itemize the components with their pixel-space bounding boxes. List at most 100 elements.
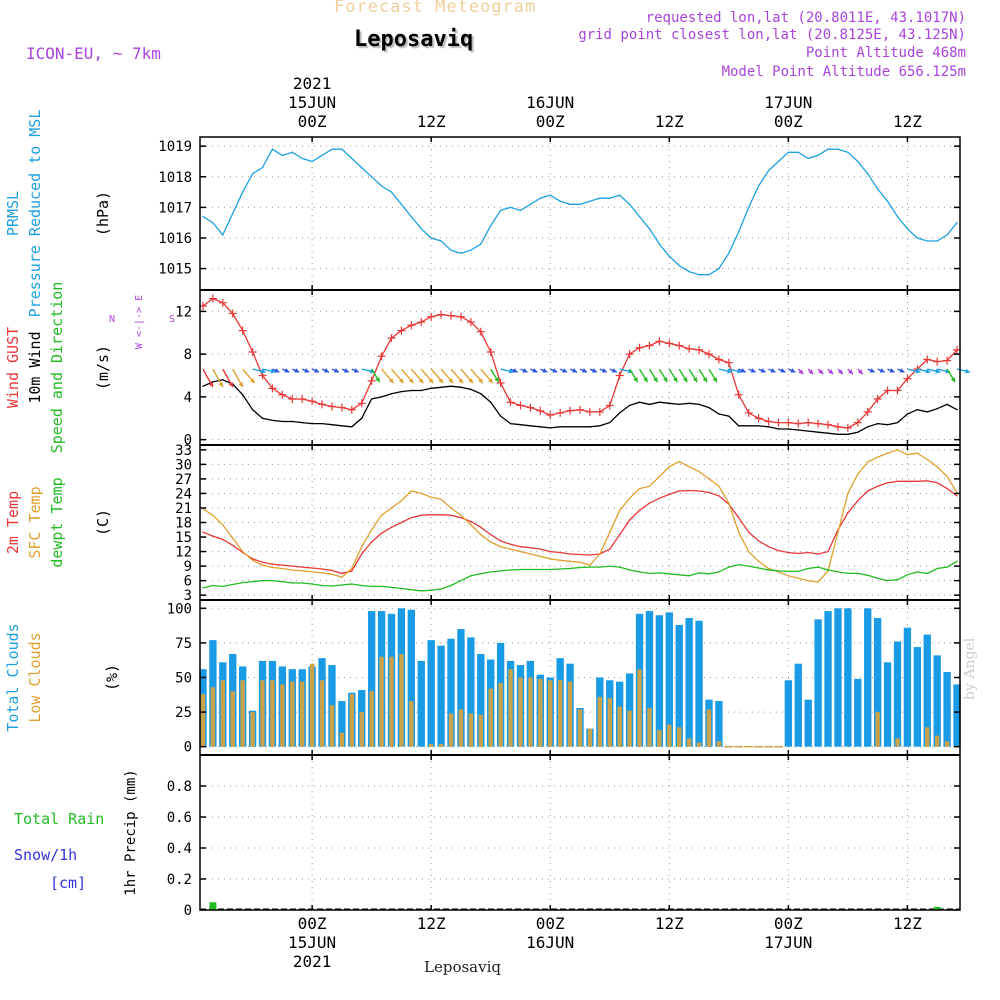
data-point: [470, 524, 472, 526]
data-point: [678, 460, 680, 463]
wind-compass: W <-|-> E N S: [109, 295, 175, 349]
time-label-top: 12Z: [893, 112, 922, 131]
gust-marker: [833, 422, 842, 431]
point-altitude: Point Altitude 468m: [805, 45, 966, 61]
data-point: [747, 425, 750, 427]
data-point: [569, 560, 571, 562]
y-tick-label: 12: [175, 545, 192, 561]
gust-marker: [367, 376, 376, 385]
data-point: [480, 526, 482, 529]
data-point: [747, 206, 750, 209]
wind-arrowhead: [750, 368, 756, 373]
data-point: [281, 420, 284, 423]
low-cloud-bar: [647, 707, 652, 747]
data-point: [658, 572, 661, 574]
data-point: [876, 422, 879, 425]
data-point: [281, 564, 284, 566]
data-point: [361, 166, 363, 169]
gust-marker: [417, 318, 426, 327]
data-point: [589, 554, 591, 556]
y-axis-label: 1hr Precip (mm): [123, 769, 139, 895]
data-point: [648, 502, 651, 504]
gust-marker: [893, 386, 902, 395]
wind-arrowhead: [925, 368, 931, 374]
total-cloud-bar: [467, 637, 475, 747]
wind-arrowhead: [682, 377, 688, 383]
wind-arrowhead: [428, 378, 434, 384]
wind-arrowhead: [889, 368, 895, 373]
data-point: [430, 496, 432, 499]
low-cloud-bar: [210, 687, 216, 747]
data-point: [648, 572, 651, 575]
data-point: [886, 579, 889, 582]
series-label: PRMSL: [4, 191, 22, 236]
wind-arrowhead: [611, 368, 617, 373]
wind-arrowhead: [672, 377, 678, 383]
gust-marker: [655, 337, 664, 346]
data-point: [708, 491, 710, 494]
wind-arrowhead: [304, 368, 310, 373]
data-point: [351, 157, 353, 160]
data-point: [648, 485, 651, 487]
data-point: [757, 185, 760, 187]
data-point: [688, 466, 690, 468]
wind-arrowhead: [324, 368, 330, 373]
wind-arrowhead: [572, 368, 578, 373]
data-point: [916, 452, 919, 454]
low-cloud-bar: [637, 669, 642, 747]
data-point: [222, 585, 224, 588]
y-tick-label: 25: [175, 705, 192, 721]
low-cloud-bar: [458, 709, 464, 747]
gust-marker: [437, 310, 446, 319]
data-point: [450, 514, 452, 516]
data-point: [212, 535, 214, 537]
low-cloud-bar: [309, 663, 315, 747]
data-point: [886, 423, 889, 426]
total-cloud-bar: [794, 663, 802, 747]
time-label-top: 00Z: [774, 112, 803, 131]
low-cloud-bar: [518, 677, 523, 747]
data-point: [281, 154, 284, 157]
data-point: [519, 209, 522, 212]
compass-row: W <-|-> E: [134, 295, 145, 349]
low-cloud-bar: [925, 727, 930, 747]
data-point: [628, 519, 631, 521]
y-tick-label: 50: [175, 671, 192, 687]
total-cloud-bar: [834, 608, 842, 747]
data-point: [787, 575, 790, 577]
data-point: [410, 215, 413, 218]
data-point: [589, 200, 591, 202]
data-point: [728, 502, 730, 504]
data-point: [787, 551, 790, 554]
data-point: [857, 572, 859, 575]
gust-marker: [377, 352, 386, 361]
data-point: [499, 546, 502, 548]
wind-arrowhead: [552, 368, 558, 373]
time-label-bottom: 12Z: [655, 914, 684, 933]
low-cloud-bar: [290, 681, 295, 747]
data-point: [370, 176, 373, 178]
series-pressure: [202, 148, 958, 276]
data-point: [410, 516, 413, 519]
data-point: [668, 573, 670, 575]
gust-marker: [318, 400, 327, 409]
data-point: [847, 151, 849, 153]
wind-arrowhead: [712, 377, 717, 383]
data-point: [767, 169, 770, 172]
data-point: [440, 240, 442, 242]
y-tick-label: 1018: [158, 170, 192, 186]
data-point: [658, 243, 661, 245]
y-tick-label: 12: [175, 304, 192, 320]
wind-arrowhead: [228, 382, 233, 388]
y-tick-label: 3: [184, 588, 192, 604]
gust-marker: [337, 403, 346, 412]
data-point: [222, 379, 224, 381]
total-cloud-bar: [477, 653, 485, 747]
data-point: [906, 574, 909, 576]
data-point: [956, 560, 958, 562]
data-point: [678, 403, 680, 406]
data-point: [618, 509, 621, 512]
data-point: [241, 394, 244, 396]
data-point: [490, 571, 492, 573]
low-cloud-bar: [359, 712, 364, 747]
